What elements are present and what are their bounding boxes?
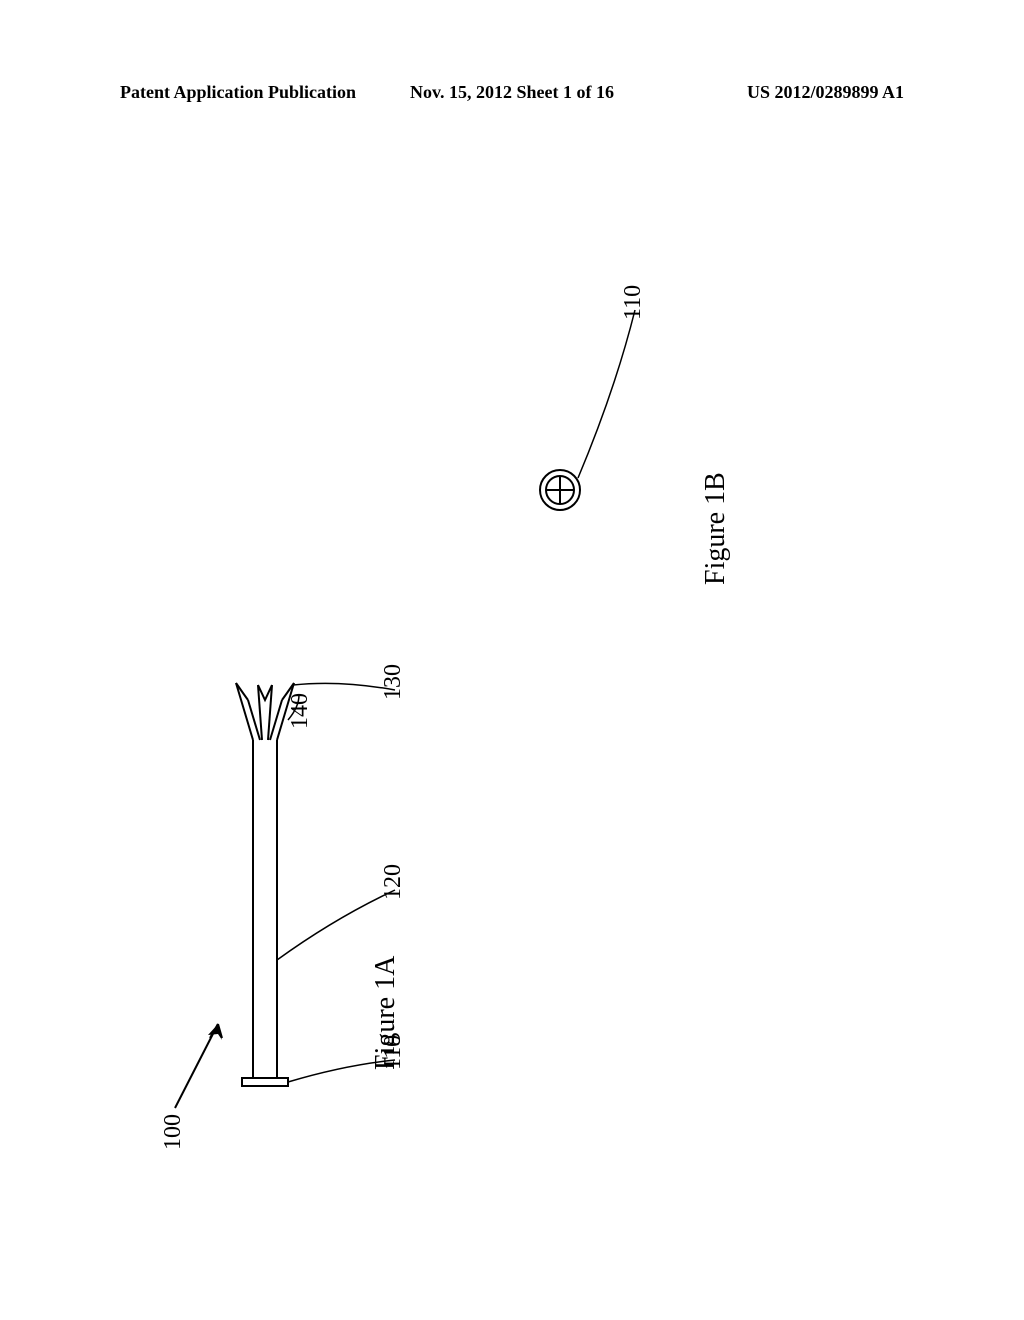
figure-1a-device <box>236 683 294 1086</box>
fork-right-inner <box>270 700 282 740</box>
ref-number-110-fig-b: 110 <box>620 285 647 320</box>
leadline-120 <box>277 890 395 960</box>
patent-drawing <box>0 0 1024 1320</box>
ref-number-130: 130 <box>380 664 407 700</box>
figure-1b-circle <box>540 470 580 510</box>
leadline-110b <box>578 310 635 478</box>
ref-number-140: 140 <box>287 693 314 729</box>
ref-number-120: 120 <box>380 864 407 900</box>
device-base <box>242 1078 288 1086</box>
figure-1a-label: Figure 1A <box>370 956 402 1070</box>
ref-100-arrow <box>175 1024 222 1108</box>
fork-left-inner <box>248 700 260 740</box>
fork-center-notch <box>258 685 272 700</box>
figure-1b-label: Figure 1B <box>700 472 732 585</box>
ref-number-100: 100 <box>160 1114 187 1150</box>
